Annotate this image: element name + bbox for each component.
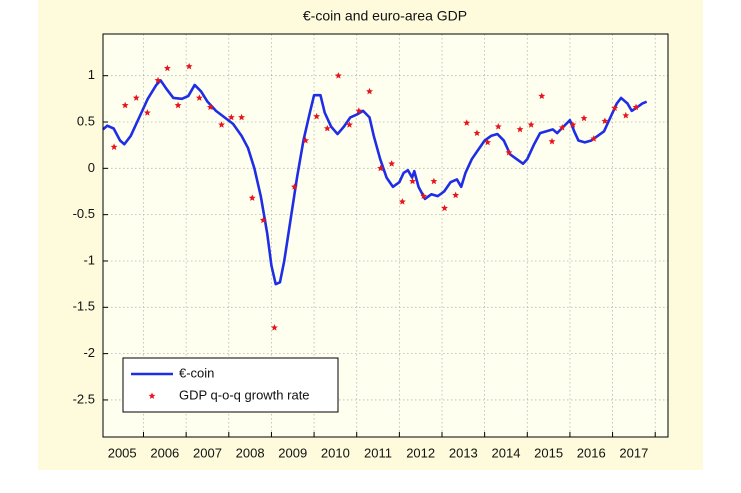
y-tick-label: 0 bbox=[88, 160, 95, 175]
x-tick-label: 2005 bbox=[108, 445, 137, 460]
data-point bbox=[452, 191, 460, 199]
data-point bbox=[484, 138, 492, 146]
data-point bbox=[110, 143, 118, 150]
x-tick-label: 2011 bbox=[364, 445, 392, 460]
x-tick-label: 2012 bbox=[406, 445, 435, 460]
data-point bbox=[291, 183, 298, 190]
y-tick-label: -1.5 bbox=[73, 299, 95, 314]
data-point bbox=[516, 125, 524, 133]
data-point bbox=[409, 177, 416, 185]
data-point bbox=[259, 216, 267, 224]
data-point bbox=[622, 111, 630, 119]
y-tick-label: -0.5 bbox=[73, 206, 95, 221]
data-point bbox=[154, 76, 162, 84]
data-point bbox=[334, 72, 342, 79]
data-point bbox=[185, 62, 193, 70]
data-point bbox=[271, 324, 278, 331]
legend-label: €-coin bbox=[179, 365, 214, 380]
plot-frame bbox=[102, 33, 669, 438]
data-point bbox=[207, 103, 214, 111]
legend-swatch bbox=[148, 392, 156, 399]
data-point bbox=[601, 117, 609, 124]
x-tick-label: 2008 bbox=[236, 445, 265, 460]
data-point bbox=[473, 129, 481, 137]
data-point bbox=[538, 92, 546, 99]
y-tick-label: -2.5 bbox=[73, 391, 95, 406]
data-point bbox=[355, 107, 363, 114]
data-point bbox=[430, 177, 438, 185]
legend-box bbox=[122, 357, 339, 413]
x-tick-label: 2007 bbox=[193, 445, 222, 460]
data-point bbox=[548, 137, 556, 145]
data-point bbox=[238, 113, 246, 121]
data-point bbox=[569, 121, 577, 128]
data-point bbox=[494, 123, 502, 130]
y-tick-label: -1 bbox=[83, 252, 95, 267]
data-point bbox=[121, 101, 129, 109]
legend-label: GDP q-o-q growth rate bbox=[179, 387, 310, 402]
data-point bbox=[132, 94, 140, 101]
x-tick-label: 2006 bbox=[150, 445, 179, 460]
plot bbox=[102, 62, 648, 331]
data-point bbox=[580, 114, 588, 122]
chart-title: €-coin and euro-area GDP bbox=[303, 8, 467, 24]
data-point bbox=[143, 109, 151, 116]
data-point bbox=[366, 87, 373, 95]
data-point bbox=[313, 112, 321, 120]
data-point bbox=[505, 148, 513, 156]
data-point bbox=[420, 192, 428, 200]
data-point bbox=[527, 121, 535, 128]
data-point bbox=[248, 194, 256, 201]
data-point bbox=[441, 204, 448, 212]
data-point bbox=[227, 113, 235, 121]
x-tick-label: 2010 bbox=[321, 445, 350, 460]
data-point bbox=[302, 136, 309, 144]
data-point bbox=[377, 164, 385, 172]
y-tick-label: 1 bbox=[88, 67, 95, 82]
x-tick-label: 2017 bbox=[619, 445, 648, 460]
y-tick-label: 0.5 bbox=[77, 113, 95, 128]
x-tick-label: 2016 bbox=[577, 445, 606, 460]
x-tick-label: 2014 bbox=[492, 445, 521, 460]
data-point bbox=[558, 123, 566, 131]
data-point bbox=[632, 103, 640, 111]
data-point bbox=[463, 119, 471, 126]
data-point bbox=[174, 101, 182, 109]
data-point bbox=[163, 64, 171, 72]
data-point bbox=[346, 121, 353, 128]
y-tick-label: -2 bbox=[83, 345, 95, 360]
x-tick-label: 2015 bbox=[534, 445, 563, 460]
data-point bbox=[398, 198, 406, 205]
data-point bbox=[590, 135, 598, 142]
data-point bbox=[323, 124, 331, 132]
data-point bbox=[388, 160, 396, 167]
x-tick-label: 2009 bbox=[278, 445, 307, 460]
data-point bbox=[218, 121, 225, 128]
data-point bbox=[611, 104, 619, 112]
legend: €-coin GDP q-o-q growth rate bbox=[122, 357, 339, 413]
grid bbox=[103, 34, 668, 437]
data-point bbox=[195, 94, 203, 101]
x-tick-label: 2013 bbox=[449, 445, 478, 460]
